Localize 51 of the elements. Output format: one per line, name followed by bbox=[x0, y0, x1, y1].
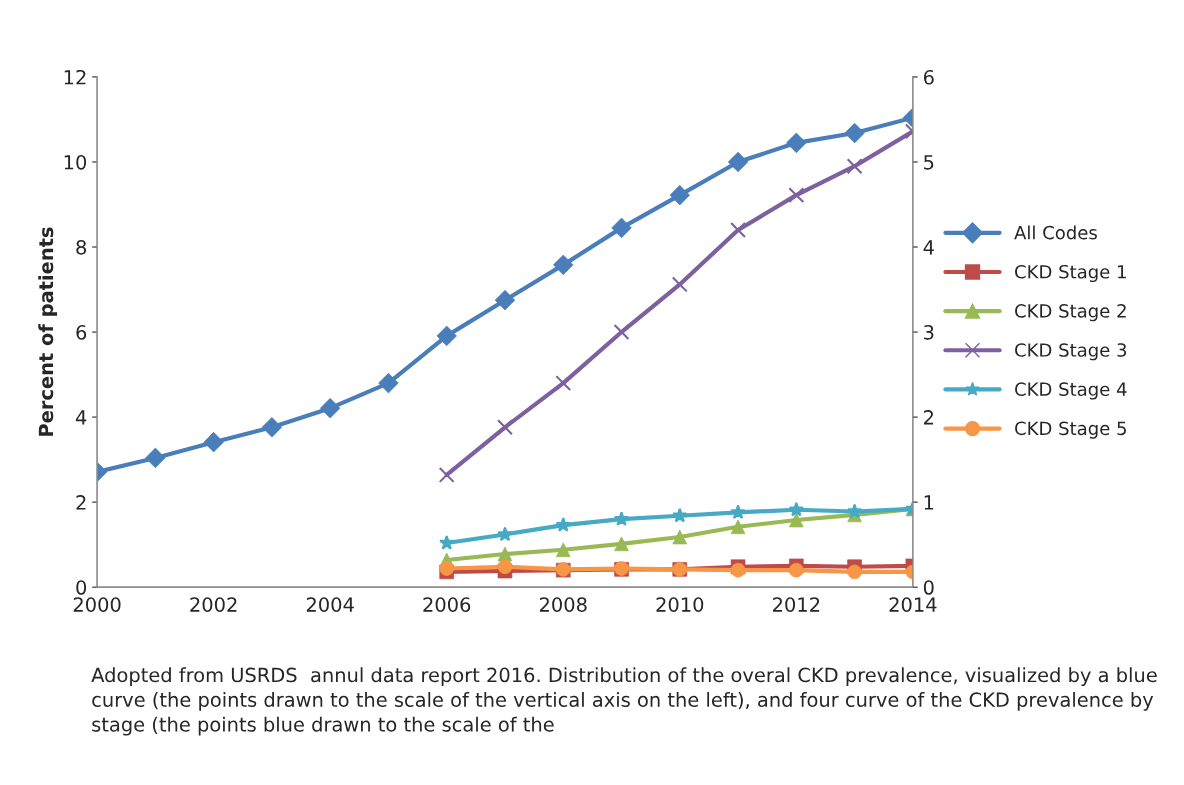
point bbox=[613, 511, 630, 526]
legend-label: All Codes bbox=[1014, 225, 1097, 240]
y-tick-label: 12 bbox=[64, 69, 86, 85]
y-tick-label: 6 bbox=[76, 325, 87, 340]
y-tick-label: 4 bbox=[75, 410, 87, 425]
x-tick-label: 2000 bbox=[73, 597, 121, 612]
point bbox=[846, 503, 863, 519]
text: Adopted from USRDS annul data report 2016. Distribution of the overal CKD prevalence, visualized by a blue curve (the points drawn to the scale of the vertical axis on the left), and four curve of the CKD prevalence by stage (the points blue drawn to the scale of the bbox=[91, 667, 1157, 736]
point bbox=[555, 375, 572, 392]
y-axis-title: Percent of patients bbox=[38, 227, 58, 436]
point bbox=[261, 417, 283, 438]
y2-tick-label: 0 bbox=[923, 580, 934, 595]
point bbox=[494, 289, 516, 311]
point bbox=[497, 526, 513, 542]
legend-label: CKD Stage 4 bbox=[1015, 382, 1127, 400]
legend-label: CKD Stage 5 bbox=[1015, 421, 1126, 439]
x-tick-label: 2006 bbox=[423, 597, 471, 612]
y2-tick-label: 3 bbox=[924, 325, 934, 340]
point bbox=[846, 158, 863, 175]
point bbox=[788, 501, 804, 517]
x-tick-label: 2002 bbox=[190, 597, 237, 612]
point bbox=[730, 504, 746, 519]
point bbox=[555, 517, 571, 532]
point bbox=[203, 432, 224, 453]
legend-label: CKD Stage 1 bbox=[1015, 264, 1126, 283]
point bbox=[672, 507, 688, 523]
x-tick-label: 2004 bbox=[306, 597, 354, 612]
point bbox=[611, 217, 632, 239]
y2-tick-label: 4 bbox=[923, 240, 934, 255]
x-tick-label: 2010 bbox=[656, 597, 704, 612]
legend-label: CKD Stage 2 bbox=[1015, 304, 1126, 322]
point bbox=[613, 324, 630, 341]
point bbox=[496, 419, 513, 436]
point bbox=[439, 534, 455, 550]
point bbox=[788, 187, 805, 204]
y-tick-label: 10 bbox=[64, 154, 87, 170]
x-tick-label: 2008 bbox=[539, 597, 587, 612]
point bbox=[145, 447, 166, 469]
y2-tick-label: 1 bbox=[924, 495, 934, 510]
y-tick-label: 2 bbox=[76, 495, 86, 510]
y-tick-label: 0 bbox=[76, 580, 87, 595]
y2-tick-label: 5 bbox=[924, 155, 934, 170]
y2-tick-label: 6 bbox=[923, 69, 934, 85]
point bbox=[438, 466, 455, 483]
y-tick-label: 8 bbox=[76, 239, 87, 255]
y2-tick-label: 2 bbox=[924, 410, 934, 425]
x-tick-label: 2012 bbox=[773, 597, 820, 612]
point bbox=[730, 222, 747, 238]
point bbox=[671, 276, 688, 293]
legend-label: CKD Stage 3 bbox=[1015, 343, 1127, 361]
x-tick-label: 2014 bbox=[889, 597, 937, 612]
